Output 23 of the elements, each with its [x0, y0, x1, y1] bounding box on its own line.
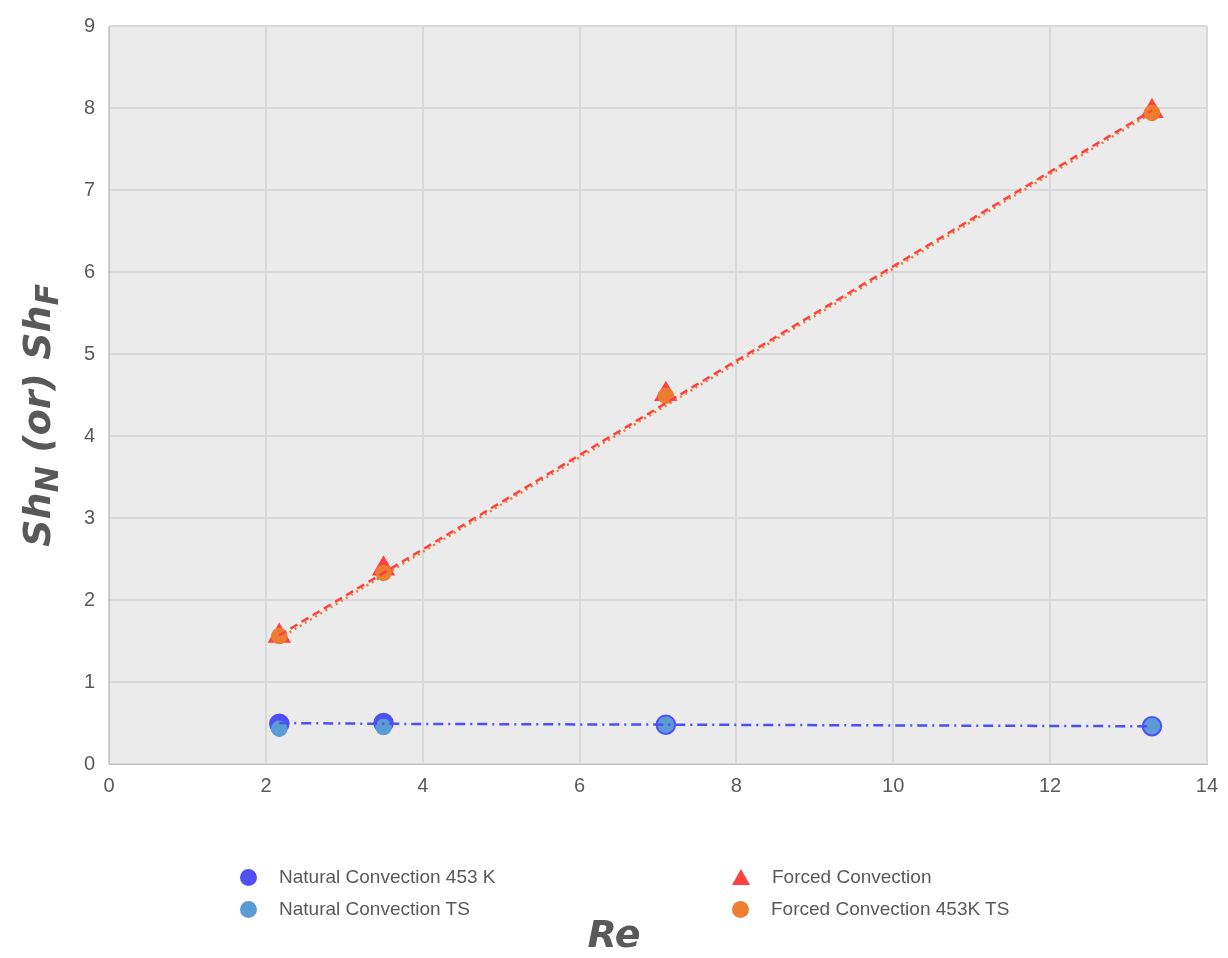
y-tick-label: 0 [84, 751, 96, 774]
legend-label: Forced Convection [772, 866, 932, 888]
y-tick-label: 4 [84, 423, 96, 446]
legend-label: Natural Convection TS [279, 898, 470, 920]
x-tick-label: 0 [103, 773, 115, 796]
y-tick-label: 9 [84, 13, 96, 36]
legend-label: Forced Convection 453K TS [771, 898, 1010, 920]
y-tick-label: 8 [84, 95, 96, 118]
x-tick-label: 8 [730, 773, 742, 796]
x-tick-label: 10 [882, 773, 905, 796]
y-tick-label: 3 [84, 505, 96, 528]
y-tick-label: 7 [84, 177, 96, 200]
y-tick-label: 5 [84, 341, 96, 364]
x-tick-label: 2 [260, 773, 272, 796]
x-tick-label: 4 [417, 773, 429, 796]
x-tick-label: 14 [1195, 773, 1218, 796]
y-tick-label: 1 [84, 669, 96, 692]
y-tick-label: 2 [84, 587, 96, 610]
legend-label: Natural Convection 453 K [279, 866, 496, 888]
y-tick-label: 6 [84, 259, 96, 282]
x-tick-label: 6 [574, 773, 586, 796]
x-axis-title: Re [587, 912, 641, 956]
x-tick-label: 12 [1038, 773, 1062, 796]
